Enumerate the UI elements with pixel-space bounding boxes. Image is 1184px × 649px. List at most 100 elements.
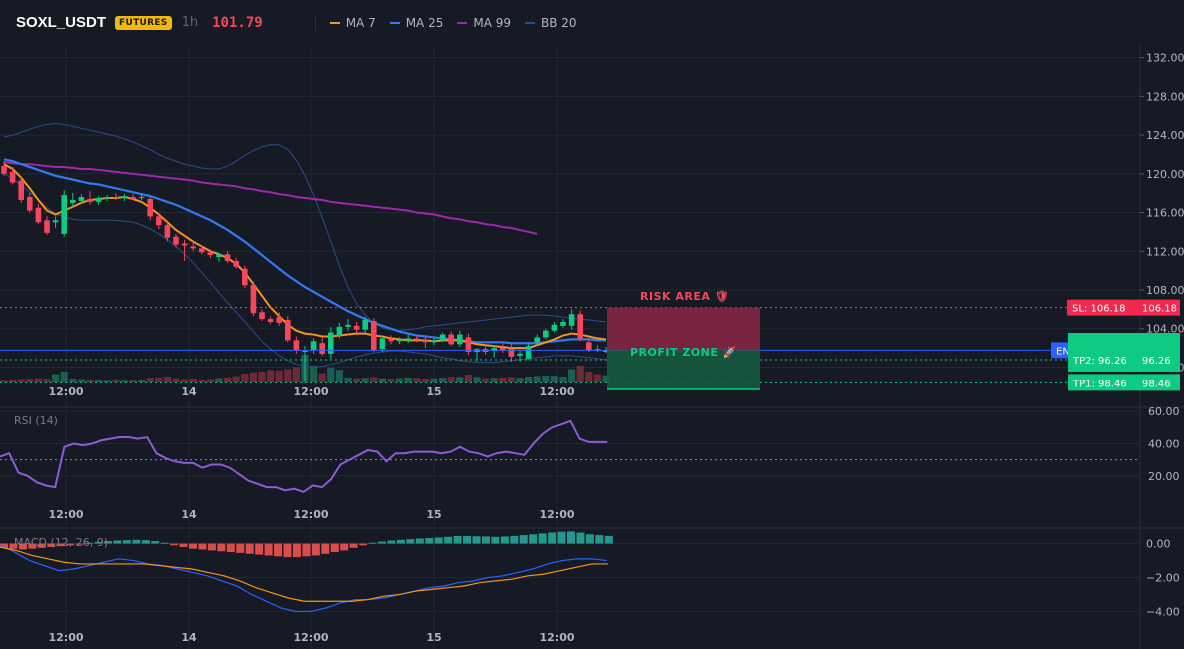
profit-zone-label: PROFIT ZONE 🚀 bbox=[630, 346, 737, 359]
volume-bar bbox=[155, 377, 163, 382]
volume-bar bbox=[585, 371, 593, 382]
volume-bar bbox=[507, 377, 515, 382]
volume-bar bbox=[421, 379, 429, 382]
candle-body bbox=[491, 348, 497, 352]
main-x-tick: 12:00 bbox=[48, 385, 83, 398]
volume-bar bbox=[215, 378, 223, 382]
volume-bar bbox=[77, 379, 85, 382]
volume-bar bbox=[490, 378, 498, 382]
volume-bar bbox=[533, 376, 541, 382]
macd-histogram-bar bbox=[274, 543, 283, 557]
volume-bar bbox=[464, 374, 472, 382]
candle-body bbox=[27, 197, 33, 211]
macd-signal-line bbox=[0, 546, 608, 602]
macd-histogram-bar bbox=[113, 540, 122, 544]
candle-body bbox=[500, 348, 506, 351]
macd-histogram-bar bbox=[18, 543, 27, 550]
volume-bar bbox=[413, 378, 421, 382]
volume-bar bbox=[542, 376, 550, 382]
sl-label-price: 106.18 bbox=[1142, 304, 1177, 315]
candle-body bbox=[61, 195, 67, 234]
rsi-y-tick: 60.00 bbox=[1148, 405, 1180, 418]
volume-bar bbox=[447, 376, 455, 382]
candle-body bbox=[199, 248, 205, 253]
y-tick-label: 112.00 bbox=[1146, 245, 1184, 258]
main-x-tick: 14 bbox=[181, 385, 197, 398]
profit-zone bbox=[607, 350, 760, 389]
candle-body bbox=[233, 260, 239, 267]
macd-x-tick: 12:00 bbox=[48, 631, 83, 644]
volume-bar bbox=[69, 379, 77, 382]
tp2-label-price: 96.26 bbox=[1142, 356, 1171, 367]
candle-body bbox=[543, 330, 549, 338]
candle-body bbox=[431, 340, 437, 343]
volume-bar bbox=[516, 378, 524, 382]
ma25-line bbox=[3, 158, 606, 345]
volume-bar bbox=[34, 378, 42, 382]
ma99-line bbox=[3, 161, 538, 235]
candle-body bbox=[70, 199, 76, 203]
candle-body bbox=[1, 166, 7, 174]
volume-bar bbox=[103, 380, 111, 382]
risk-zone bbox=[607, 307, 760, 351]
candle-body bbox=[35, 207, 42, 223]
macd-histogram-bar bbox=[236, 543, 245, 553]
rsi-x-tick: 12:00 bbox=[293, 508, 328, 521]
candle-body bbox=[422, 340, 429, 343]
candle-body bbox=[276, 317, 282, 323]
tp1-label-price: 98.46 bbox=[1142, 378, 1171, 389]
macd-histogram-bar bbox=[311, 543, 320, 556]
candle-body bbox=[87, 198, 93, 202]
candle-body bbox=[285, 320, 291, 341]
macd-histogram-bar bbox=[122, 540, 131, 544]
legend-ma25[interactable]: MA 25 bbox=[389, 16, 443, 30]
macd-histogram-bar bbox=[283, 543, 292, 558]
candle-body bbox=[242, 268, 248, 286]
macd-line bbox=[0, 544, 607, 613]
ma7-line bbox=[3, 163, 607, 350]
last-price: 101.79 bbox=[212, 14, 263, 31]
symbol-name[interactable]: SOXL_USDT bbox=[16, 14, 107, 31]
macd-x-tick: 15 bbox=[426, 631, 441, 644]
y-tick-label: 120.00 bbox=[1146, 168, 1184, 181]
tp2-label-price-box bbox=[1133, 352, 1180, 368]
candle-body bbox=[439, 334, 446, 341]
macd-histogram-bar bbox=[585, 534, 594, 544]
macd-histogram-bar bbox=[28, 543, 37, 549]
macd-histogram-bar bbox=[567, 531, 575, 544]
macd-histogram-bar bbox=[519, 535, 528, 544]
candle-body bbox=[147, 198, 153, 217]
macd-histogram-bar bbox=[321, 543, 330, 554]
candle-body bbox=[328, 332, 334, 354]
macd-histogram-bar bbox=[132, 539, 141, 544]
candle-body bbox=[517, 353, 523, 356]
macd-histogram-bar bbox=[453, 535, 462, 544]
macd-histogram-bar bbox=[47, 543, 56, 547]
legend-bb20[interactable]: BB 20 bbox=[525, 16, 577, 30]
volume-bar bbox=[0, 380, 8, 382]
macd-pane-label: MACD (12, 26, 9) bbox=[14, 536, 109, 549]
volume-bar bbox=[602, 375, 610, 382]
rsi-x-tick: 12:00 bbox=[48, 508, 83, 521]
legend-ma99[interactable]: MA 99 bbox=[457, 16, 511, 30]
futures-badge: FUTURES bbox=[115, 15, 172, 30]
candle-body bbox=[224, 254, 231, 261]
macd-histogram-bar bbox=[359, 543, 368, 546]
candle-body bbox=[594, 349, 601, 351]
rsi-x-tick: 15 bbox=[426, 508, 441, 521]
volume-bar bbox=[361, 378, 369, 382]
macd-histogram-bar bbox=[406, 539, 415, 544]
volume-bar bbox=[267, 370, 275, 382]
legend-ma7-label: MA 7 bbox=[345, 15, 376, 30]
tp2-label-box bbox=[1068, 352, 1133, 368]
candle-body bbox=[78, 197, 85, 201]
macd-histogram-bar bbox=[0, 543, 8, 548]
volume-bar bbox=[232, 376, 240, 382]
interval-selector[interactable]: 1h bbox=[181, 15, 199, 30]
candle-body bbox=[586, 342, 592, 351]
legend-ma99-label: MA 99 bbox=[473, 15, 512, 30]
macd-histogram-bar bbox=[151, 541, 160, 544]
legend-ma7[interactable]: MA 7 bbox=[329, 15, 376, 30]
volume-bar bbox=[387, 379, 395, 382]
